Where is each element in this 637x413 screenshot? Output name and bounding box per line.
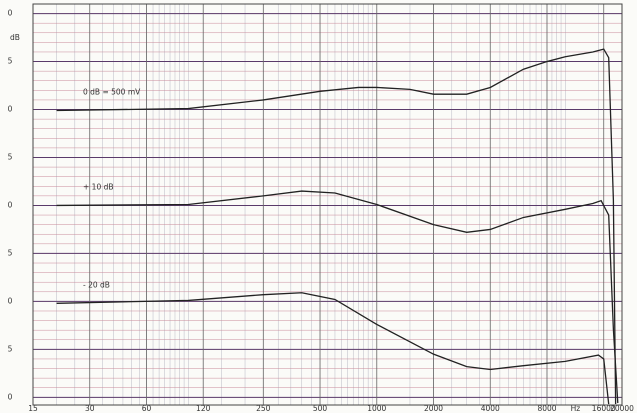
y-tick-label: 0: [8, 105, 13, 114]
x-tick-label: 120: [196, 404, 211, 413]
x-tick-label: 500: [313, 404, 328, 413]
y-tick-label: 5: [8, 152, 13, 161]
y-tick-label: 5: [8, 57, 13, 66]
y-tick-label: 0: [8, 296, 13, 305]
plot-frame: [32, 3, 623, 406]
y-tick-label: 0: [8, 9, 13, 18]
x-tick-label: 1000: [367, 404, 386, 413]
y-tick-label: 5: [8, 248, 13, 257]
x-tick-label: 8000: [537, 404, 556, 413]
x-tick-label: 2000: [424, 404, 443, 413]
y-axis-label: dB: [10, 33, 20, 42]
x-tick-label: 250: [256, 404, 271, 413]
y-tick-label: 0: [8, 392, 13, 401]
curve-label: - 20 dB: [83, 280, 110, 289]
x-tick-label: 30: [85, 404, 95, 413]
curve-label: + 10 dB: [83, 182, 114, 191]
x-tick-label: 4000: [481, 404, 500, 413]
response-curve: [56, 292, 610, 405]
x-unit-label: Hz: [571, 404, 581, 413]
y-tick-label: 5: [8, 344, 13, 353]
y-tick-label: 0: [8, 200, 13, 209]
x-tick-label: 60: [142, 404, 152, 413]
response-curve: [56, 190, 619, 404]
x-tick-label: 20000: [610, 404, 634, 413]
x-tick-label: 15: [28, 404, 38, 413]
curve-label: 0 dB = 500 mV: [83, 87, 141, 96]
x-tick-label: 16000: [592, 404, 616, 413]
response-curve: [56, 48, 617, 405]
